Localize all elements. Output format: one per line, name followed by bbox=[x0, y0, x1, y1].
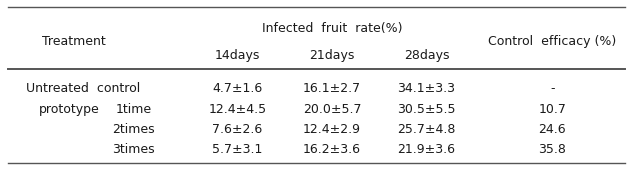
Text: 20.0±5.7: 20.0±5.7 bbox=[303, 103, 361, 116]
Text: 7.6±2.6: 7.6±2.6 bbox=[212, 123, 263, 136]
Text: 1time: 1time bbox=[116, 103, 152, 116]
Text: 34.1±3.3: 34.1±3.3 bbox=[398, 82, 455, 95]
Text: 5.7±3.1: 5.7±3.1 bbox=[212, 143, 263, 156]
Text: 12.4±2.9: 12.4±2.9 bbox=[303, 123, 361, 136]
Text: Infected  fruit  rate(%): Infected fruit rate(%) bbox=[262, 22, 402, 35]
Text: 10.7: 10.7 bbox=[538, 103, 566, 116]
Text: Control  efficacy (%): Control efficacy (%) bbox=[488, 35, 617, 48]
Text: prototype: prototype bbox=[39, 103, 100, 116]
Text: 2times: 2times bbox=[112, 123, 155, 136]
Text: 14days: 14days bbox=[215, 49, 260, 62]
Text: 12.4±4.5: 12.4±4.5 bbox=[208, 103, 267, 116]
Text: 21days: 21days bbox=[309, 49, 354, 62]
Text: 30.5±5.5: 30.5±5.5 bbox=[397, 103, 456, 116]
Text: -: - bbox=[550, 82, 554, 95]
Text: 16.1±2.7: 16.1±2.7 bbox=[303, 82, 361, 95]
Text: 3times: 3times bbox=[112, 143, 155, 156]
Text: 21.9±3.6: 21.9±3.6 bbox=[398, 143, 455, 156]
Text: 35.8: 35.8 bbox=[538, 143, 566, 156]
Text: 4.7±1.6: 4.7±1.6 bbox=[212, 82, 263, 95]
Text: Untreated  control: Untreated control bbox=[26, 82, 140, 95]
Text: Treatment: Treatment bbox=[42, 35, 105, 48]
Text: 28days: 28days bbox=[404, 49, 449, 62]
Text: 16.2±3.6: 16.2±3.6 bbox=[303, 143, 361, 156]
Text: 24.6: 24.6 bbox=[538, 123, 566, 136]
Text: 25.7±4.8: 25.7±4.8 bbox=[397, 123, 455, 136]
